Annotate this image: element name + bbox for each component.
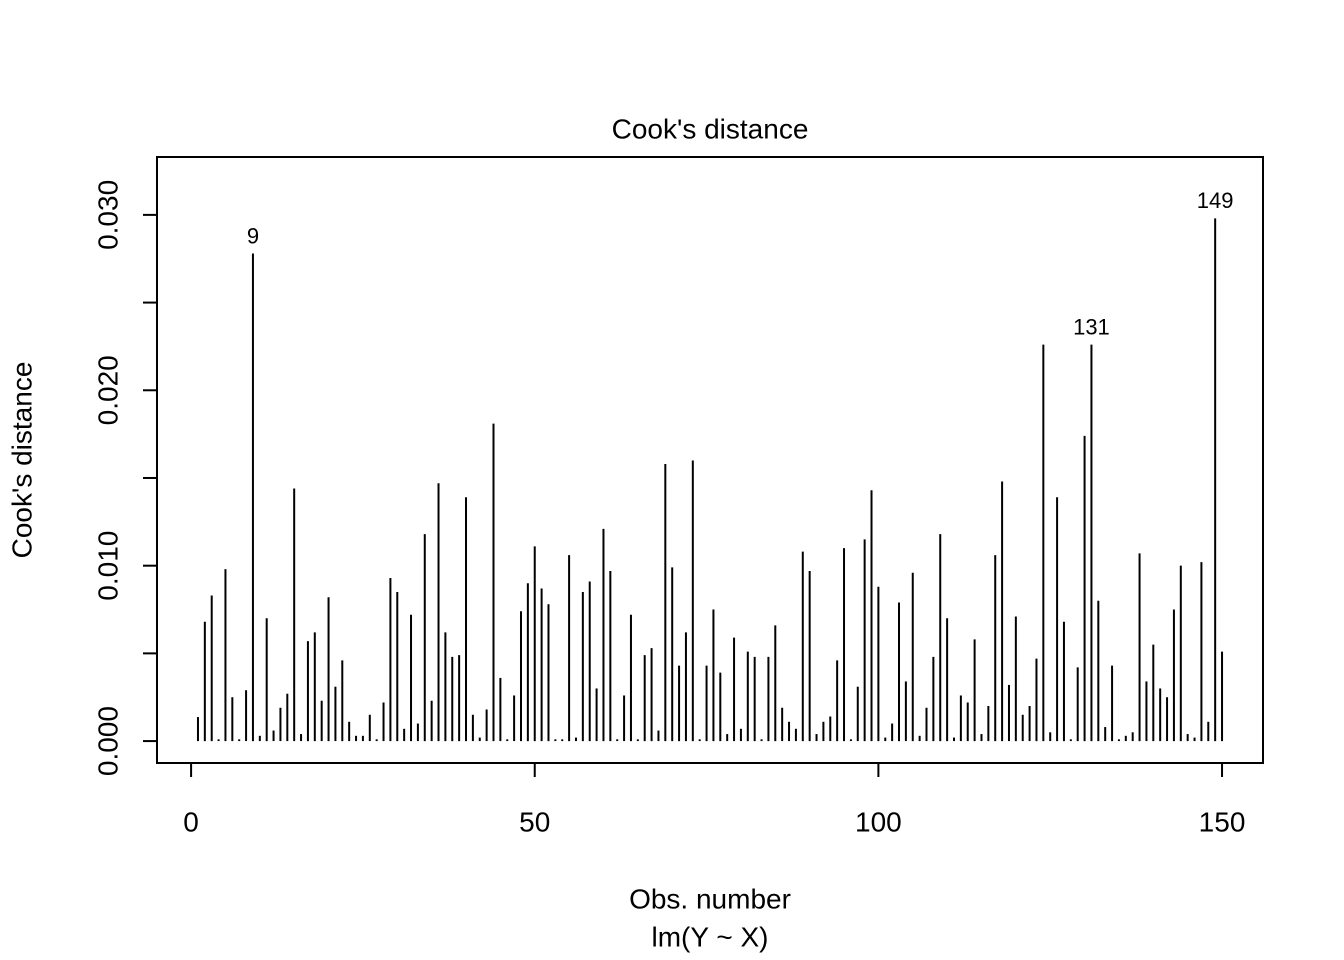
x-tick-label: 50 (519, 806, 550, 837)
y-axis-label: Cook's distance (6, 362, 37, 559)
point-label: 9 (247, 223, 259, 248)
y-tick-label: 0.010 (92, 531, 123, 601)
point-label: 149 (1197, 188, 1234, 213)
plot-frame (156, 156, 1264, 764)
x-tick-label: 100 (855, 806, 902, 837)
x-tick-label: 150 (1199, 806, 1246, 837)
point-label: 131 (1073, 314, 1110, 339)
subtitle: lm(Y ~ X) (652, 921, 769, 952)
y-tick-label: 0.000 (92, 706, 123, 776)
y-tick-label: 0.030 (92, 180, 123, 250)
x-tick-label: 0 (183, 806, 199, 837)
x-axis-label: Obs. number (629, 883, 791, 914)
y-tick-label: 0.020 (92, 355, 123, 425)
chart-title: Cook's distance (612, 113, 809, 144)
